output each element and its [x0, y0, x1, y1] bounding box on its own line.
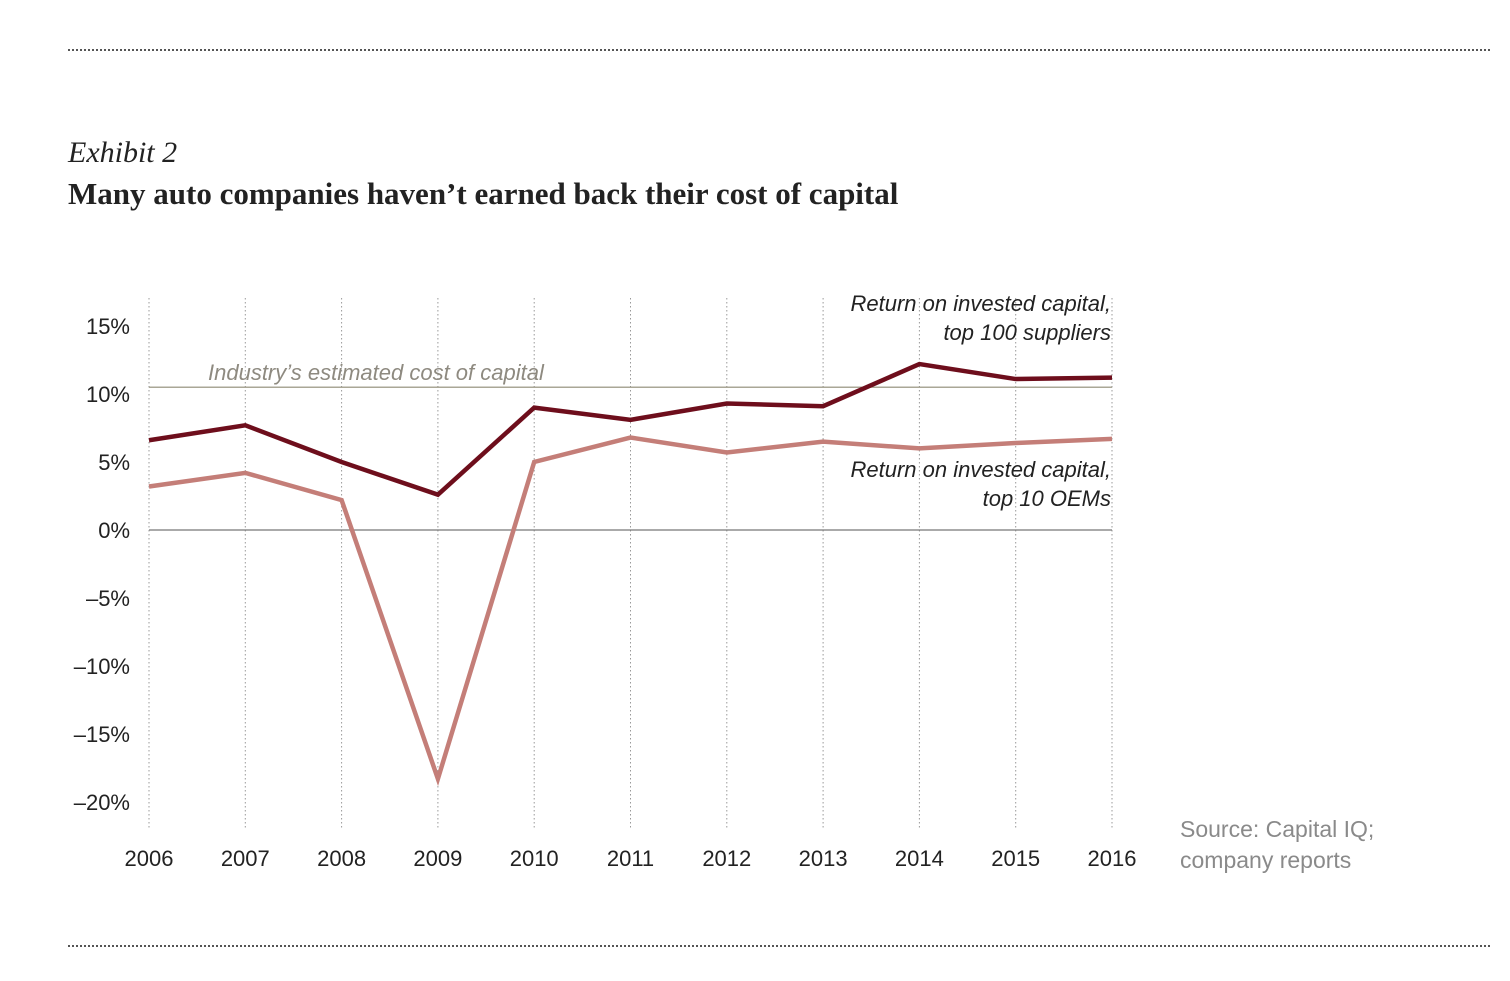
x-tick-label: 2015: [991, 846, 1040, 871]
x-tick-label: 2010: [510, 846, 559, 871]
x-tick-label: 2011: [607, 846, 654, 871]
x-tick-label: 2014: [895, 846, 944, 871]
y-tick-label: 0%: [98, 518, 130, 543]
bottom-rule: [68, 945, 1490, 947]
chart-title: Many auto companies haven’t earned back …: [68, 176, 899, 211]
x-tick-label: 2006: [125, 846, 174, 871]
series-line-oems: [148, 435, 1113, 787]
top-rule: [68, 49, 1490, 51]
x-tick-label: 2016: [1088, 846, 1137, 871]
x-tick-label: 2007: [221, 846, 270, 871]
oems-label-line-2: top 10 OEMs: [983, 486, 1111, 511]
suppliers-label-line-1: Return on invested capital,: [851, 291, 1112, 316]
x-tick-label: 2013: [799, 846, 848, 871]
source-note: Source: Capital IQ; company reports: [1180, 814, 1374, 876]
oems-label-line-1: Return on invested capital,: [851, 457, 1112, 482]
y-tick-label: –20%: [74, 790, 130, 815]
y-tick-label: –15%: [74, 722, 130, 747]
suppliers-label-line-2: top 100 suppliers: [943, 320, 1111, 345]
series-line-suppliers: [148, 361, 1113, 498]
x-tick-label: 2009: [413, 846, 462, 871]
y-tick-label: –10%: [74, 654, 130, 679]
cost-of-capital-label: Industry’s estimated cost of capital: [208, 360, 545, 385]
x-tick-label: 2008: [317, 846, 366, 871]
exhibit-label: Exhibit 2: [68, 136, 178, 169]
source-line-1: Source: Capital IQ;: [1180, 816, 1375, 842]
y-tick-label: 10%: [86, 382, 130, 407]
source-line-2: company reports: [1180, 847, 1352, 873]
y-tick-label: 5%: [98, 450, 130, 475]
y-tick-label: –5%: [86, 586, 130, 611]
x-tick-label: 2012: [702, 846, 751, 871]
y-tick-label: 15%: [86, 314, 130, 339]
